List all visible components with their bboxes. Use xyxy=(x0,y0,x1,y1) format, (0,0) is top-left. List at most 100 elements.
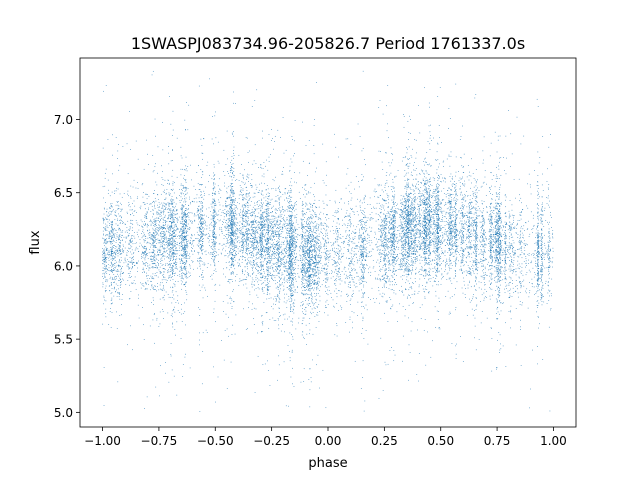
data-point xyxy=(214,284,216,286)
data-point xyxy=(390,237,392,239)
data-point xyxy=(242,218,243,220)
data-point xyxy=(241,195,243,196)
data-point xyxy=(361,224,363,226)
data-point xyxy=(537,251,539,252)
data-point xyxy=(334,283,335,285)
data-point xyxy=(387,206,389,207)
data-point xyxy=(429,178,431,180)
data-point xyxy=(431,211,432,213)
data-point xyxy=(203,190,205,192)
data-point xyxy=(490,238,492,240)
data-point xyxy=(450,249,452,251)
data-point xyxy=(106,265,107,266)
data-point xyxy=(244,234,245,236)
data-point xyxy=(325,161,327,163)
data-point xyxy=(154,236,156,238)
data-point xyxy=(270,221,272,223)
data-point xyxy=(450,228,452,230)
data-point xyxy=(363,286,364,288)
data-point xyxy=(510,255,511,257)
data-point xyxy=(226,211,227,213)
data-point xyxy=(318,240,320,241)
data-point xyxy=(227,238,228,240)
data-point xyxy=(182,168,183,170)
data-point xyxy=(437,213,438,215)
data-point xyxy=(457,239,459,241)
data-point xyxy=(496,257,498,258)
data-point xyxy=(277,266,279,267)
data-point xyxy=(437,210,438,212)
data-point xyxy=(446,279,448,280)
data-point xyxy=(316,167,317,169)
data-point xyxy=(243,238,245,240)
data-point xyxy=(165,222,166,224)
data-point xyxy=(541,295,542,296)
data-point xyxy=(269,229,271,231)
data-point xyxy=(165,251,167,253)
data-point xyxy=(387,255,388,257)
data-point xyxy=(421,267,423,269)
data-point xyxy=(445,211,447,213)
data-point xyxy=(159,266,161,268)
data-point xyxy=(360,221,362,223)
data-point xyxy=(314,171,316,173)
data-point xyxy=(185,250,187,252)
data-point xyxy=(362,328,363,329)
data-point xyxy=(282,173,284,175)
data-point xyxy=(290,207,292,209)
data-point xyxy=(317,249,319,251)
data-point xyxy=(408,194,410,196)
data-point xyxy=(129,284,130,286)
data-point xyxy=(272,274,273,275)
data-point xyxy=(450,220,452,222)
data-point xyxy=(439,242,440,243)
data-point xyxy=(255,239,257,241)
data-point xyxy=(429,220,431,221)
data-point xyxy=(157,254,159,255)
data-point xyxy=(398,264,400,266)
data-point xyxy=(537,251,539,253)
data-point xyxy=(425,223,427,224)
data-point xyxy=(293,230,294,232)
data-point xyxy=(155,234,157,236)
data-point xyxy=(437,265,438,267)
data-point xyxy=(240,192,242,193)
data-point xyxy=(396,211,398,213)
data-point xyxy=(391,222,393,224)
data-point xyxy=(480,282,482,283)
data-point xyxy=(184,197,185,199)
data-point xyxy=(253,213,255,214)
data-point xyxy=(456,247,458,249)
data-point xyxy=(248,250,249,252)
data-point xyxy=(362,233,364,234)
data-point xyxy=(380,229,382,231)
data-point xyxy=(292,257,294,259)
data-point xyxy=(348,275,350,276)
data-point xyxy=(144,251,146,252)
data-point xyxy=(430,356,432,358)
data-point xyxy=(212,188,214,189)
data-point xyxy=(504,273,505,275)
data-point xyxy=(273,234,275,236)
data-point xyxy=(516,285,518,286)
data-point xyxy=(428,220,429,221)
data-point xyxy=(171,247,173,249)
data-point xyxy=(289,205,291,207)
data-point xyxy=(426,232,427,234)
data-point xyxy=(462,232,463,233)
data-point xyxy=(475,251,477,253)
data-point xyxy=(276,267,277,269)
data-point xyxy=(295,261,297,263)
data-point xyxy=(170,258,172,259)
data-point xyxy=(102,254,104,255)
data-point xyxy=(292,231,294,233)
data-point xyxy=(172,160,174,161)
data-point xyxy=(405,232,407,234)
data-point xyxy=(439,328,441,330)
data-point xyxy=(410,211,411,212)
data-point xyxy=(296,182,297,184)
data-point xyxy=(149,256,151,257)
data-point xyxy=(235,251,237,252)
data-point xyxy=(233,261,234,262)
data-point xyxy=(452,224,454,226)
